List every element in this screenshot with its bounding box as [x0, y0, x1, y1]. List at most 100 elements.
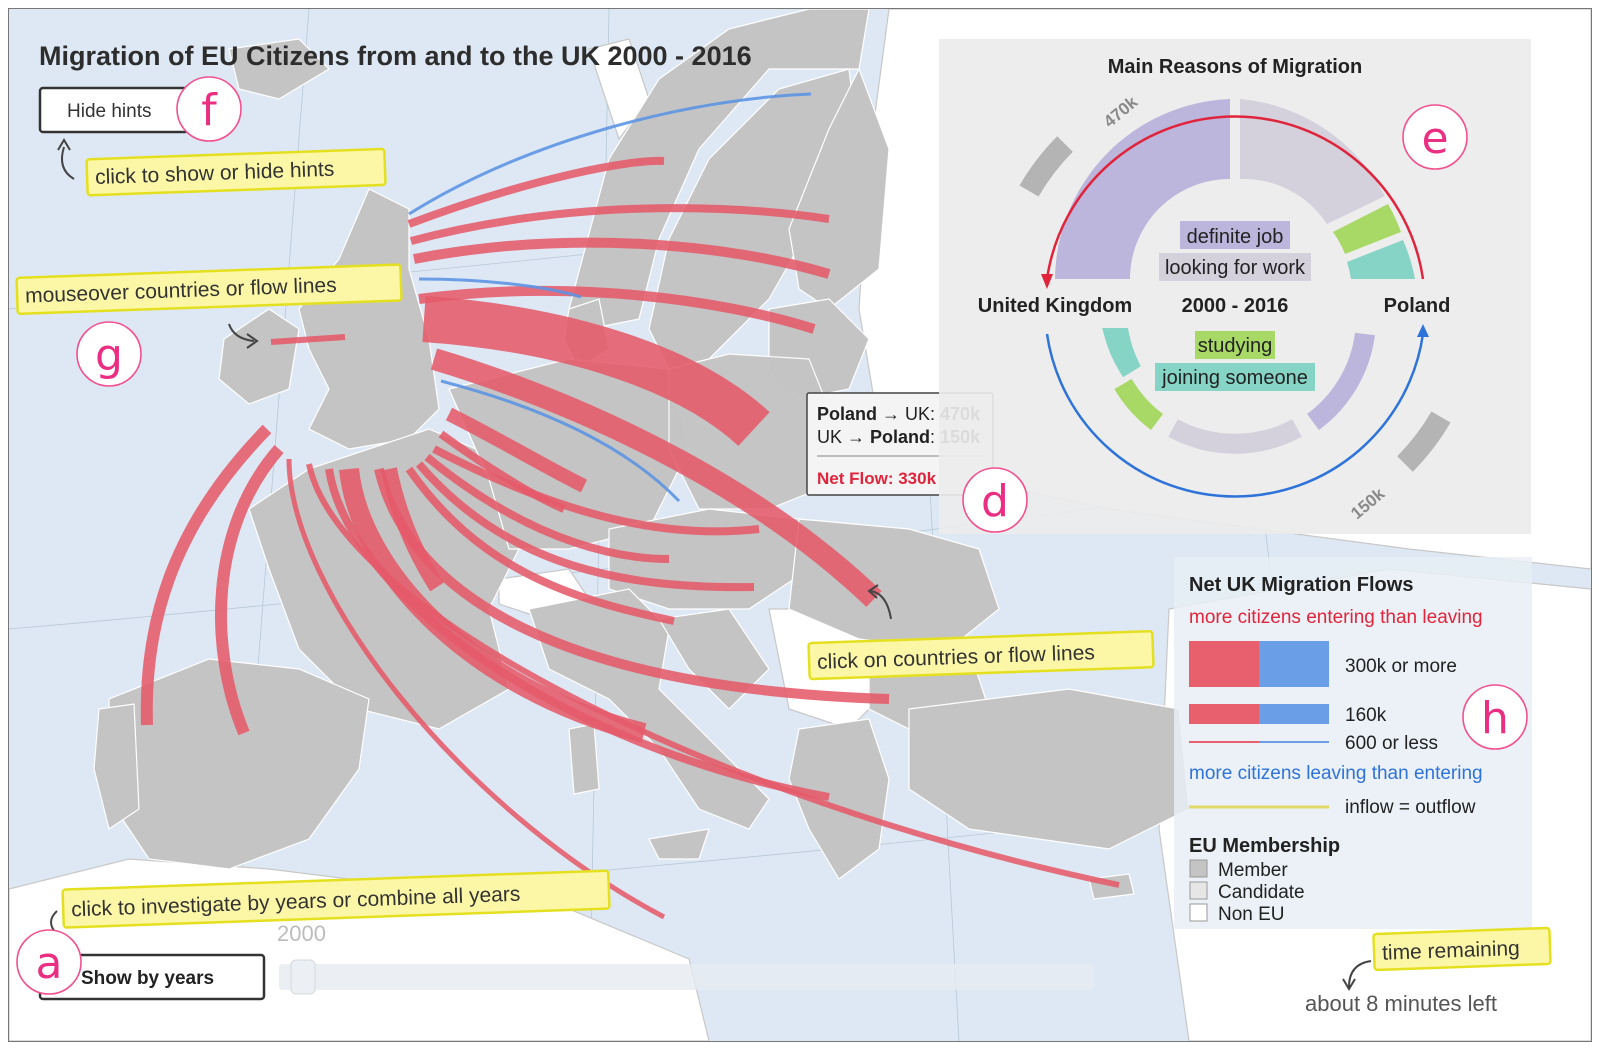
badge-f: f — [176, 76, 242, 142]
right-country-label: Poland — [1384, 295, 1451, 317]
time-left-label: about 8 minutes left — [1305, 991, 1497, 1016]
curved-arrow-icon — [61, 146, 75, 180]
page-title: Migration of EU Citizens from and to the… — [39, 41, 752, 71]
show-by-years-label: Show by years — [81, 968, 214, 989]
reason-top-studying[interactable] — [1333, 204, 1401, 254]
country-uk — [298, 188, 440, 450]
membership-title: EU Membership — [1189, 835, 1340, 857]
country-spain — [108, 658, 370, 870]
flow-hungary — [432, 445, 760, 536]
left-country-label: United Kingdom — [978, 295, 1132, 317]
year-label: 2000 — [277, 921, 326, 946]
flow-lithuania — [407, 156, 665, 228]
badge-d: d — [962, 467, 1028, 533]
svg-text:f: f — [201, 85, 218, 136]
flow-germany — [445, 407, 588, 493]
legend-size-small: 600 or less — [1345, 733, 1438, 754]
reason-joining-someone: joining someone — [1161, 367, 1308, 389]
arrow-head-icon — [57, 138, 71, 151]
hint-mouseover: mouseover countries or flow lines — [15, 263, 403, 316]
curved-arrow-icon — [870, 590, 892, 620]
reason-bottom-definite[interactable] — [1306, 332, 1375, 431]
inflow-arc — [1045, 115, 1425, 280]
flow-austria — [415, 461, 755, 592]
hide-hints-label: Hide hints — [67, 101, 152, 122]
arrow-head-icon — [246, 333, 259, 349]
hint-time-remaining: time remaining — [1372, 926, 1552, 972]
arrow-down-icon — [1041, 274, 1053, 289]
svg-text:e: e — [1421, 113, 1448, 164]
flow-finland — [413, 237, 831, 279]
legend-title: Net UK Migration Flows — [1189, 574, 1413, 596]
flow-spain — [215, 445, 284, 736]
flow-denmark-out — [418, 277, 582, 299]
arrow-head-icon — [1342, 978, 1356, 991]
period-label: 2000 - 2016 — [1182, 295, 1289, 317]
legend-panel: Net UK Migration Flows more citizens ent… — [1174, 557, 1532, 929]
country-iceland — [228, 38, 330, 100]
flow-sweden-out — [408, 92, 812, 216]
flow-latvia — [409, 204, 830, 245]
svg-text:time remaining: time remaining — [1382, 937, 1520, 965]
membership-member: Member — [1218, 860, 1288, 881]
arrow-head-icon — [867, 584, 879, 599]
year-slider-handle[interactable] — [290, 959, 316, 995]
flow-slovenia — [405, 466, 675, 625]
outflow-arc — [1045, 333, 1425, 498]
legend-size-mid: 160k — [1345, 705, 1387, 726]
country-turkey — [908, 688, 1190, 850]
curved-arrow-icon — [228, 323, 255, 342]
svg-text:Net Flow: 330k: Net Flow: 330k — [817, 469, 937, 488]
year-slider-track[interactable] — [279, 964, 1094, 990]
curved-arrow-icon — [1348, 960, 1372, 988]
reason-definite-job: definite job — [1187, 226, 1284, 248]
reason-looking-for-work: looking for work — [1165, 257, 1306, 279]
reason-bottom-looking[interactable] — [1168, 419, 1302, 454]
reason-bottom-joining[interactable] — [1102, 328, 1141, 378]
legend-equal-label: inflow = outflow — [1345, 797, 1476, 818]
svg-text:a: a — [36, 938, 63, 989]
country-finland — [788, 67, 890, 310]
reason-top-joining[interactable] — [1347, 240, 1415, 279]
legend-inflow-label: more citizens entering than leaving — [1189, 607, 1483, 628]
flow-portugal — [140, 424, 272, 726]
flow-lines[interactable] — [140, 92, 1120, 920]
badge-h: h — [1462, 684, 1528, 750]
badge-e: e — [1402, 104, 1468, 170]
scale-block-top — [1019, 136, 1073, 197]
country-ireland — [218, 308, 300, 405]
legend-outflow-label: more citizens leaving than entering — [1189, 763, 1483, 784]
hint-click-countries: click on countries or flow lines — [807, 630, 1155, 681]
flow-estonia — [418, 285, 816, 334]
hide-hints-button[interactable]: Hide hints — [38, 86, 190, 134]
legend-size-large: 300k or more — [1345, 656, 1457, 677]
hint-investigate-years: click to investigate by years or combine… — [61, 869, 611, 929]
hint-show-hide: click to show or hide hints — [85, 147, 387, 197]
reason-bottom-studying[interactable] — [1114, 378, 1164, 430]
flow-slovakia — [424, 453, 670, 563]
flow-bulgaria — [374, 467, 890, 704]
visualization-frame: Migration of EU Citizens from and to the… — [8, 8, 1592, 1042]
flow-romania — [430, 348, 882, 607]
country-sardinia — [568, 723, 600, 795]
scale-block-bottom — [1397, 411, 1451, 472]
flow-greece — [325, 468, 830, 801]
flow-ireland — [270, 334, 346, 345]
country-sicily — [648, 828, 710, 860]
flow-malta — [286, 458, 666, 920]
country-portugal — [93, 703, 140, 830]
svg-text:h: h — [1481, 693, 1509, 744]
migration-map: Migration of EU Citizens from and to the… — [9, 9, 1591, 1041]
country-hungary-romania — [788, 518, 1000, 650]
flow-poland — [422, 296, 770, 447]
flow-netherlands-out — [440, 379, 681, 503]
flow-cyprus — [306, 463, 1120, 888]
badge-g: g — [76, 321, 142, 387]
badge-a: a — [16, 929, 82, 995]
reason-top-looking-for-work[interactable] — [1240, 99, 1385, 224]
svg-text:g: g — [95, 330, 123, 381]
reason-top-definite-job[interactable] — [1055, 99, 1230, 279]
reasons-title: Main Reasons of Migration — [1108, 56, 1362, 78]
membership-non-eu: Non EU — [1218, 904, 1285, 925]
membership-candidate: Candidate — [1218, 882, 1305, 903]
